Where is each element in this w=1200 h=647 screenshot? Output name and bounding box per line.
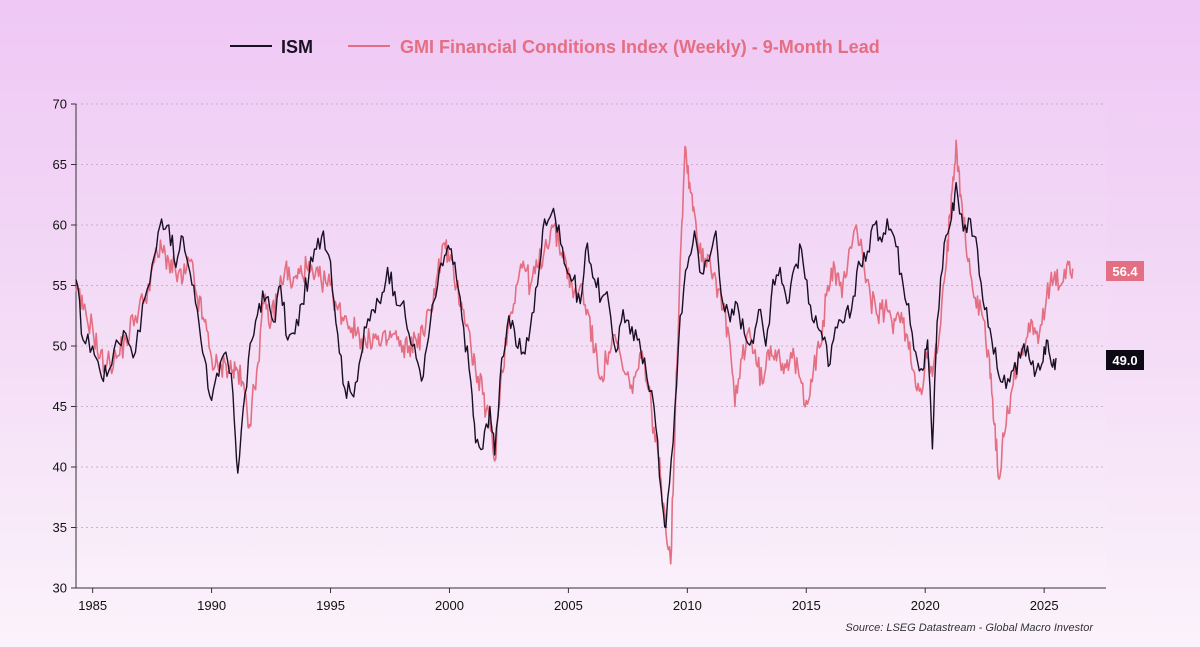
y-tick-label: 50	[53, 339, 67, 354]
y-tick-label: 40	[53, 460, 67, 475]
x-tick-label: 2025	[1030, 598, 1059, 613]
y-tick-label: 35	[53, 520, 67, 535]
y-tick-label: 70	[53, 97, 67, 112]
x-tick-label: 1990	[197, 598, 226, 613]
x-tick-label: 1985	[78, 598, 107, 613]
y-tick-label: 60	[53, 218, 67, 233]
value-badge-ism: 49.0	[1106, 350, 1144, 370]
y-tick-label: 65	[53, 157, 67, 172]
legend-ism-label: ISM	[281, 37, 313, 57]
gridlines	[76, 103, 1106, 528]
x-tick-label: 1995	[316, 598, 345, 613]
x-tick-label: 2000	[435, 598, 464, 613]
y-tick-label: 45	[53, 399, 67, 414]
series-line-gmi	[75, 139, 1074, 565]
value-badge-gmi: 56.4	[1106, 261, 1144, 281]
x-tick-label: 2010	[673, 598, 702, 613]
y-tick-label: 55	[53, 278, 67, 293]
series-line-ism	[75, 181, 1057, 529]
value-badge-ism-text: 49.0	[1112, 353, 1137, 368]
legend: ISM GMI Financial Conditions Index (Week…	[230, 37, 880, 57]
x-tick-label: 2020	[911, 598, 940, 613]
x-axis-ticks: 1985 1990 1995 2000 2005 2010 2015 2020 2025	[78, 588, 1059, 613]
value-badge-gmi-text: 56.4	[1112, 264, 1138, 279]
x-tick-label: 2015	[792, 598, 821, 613]
y-axis-ticks: 30 35 40 45 50 55 60 65 70	[53, 97, 76, 596]
plot-area: 30 35 40 45 50 55 60 65 70 1985 1990 1995 2000 2005 2…	[53, 97, 1106, 613]
x-tick-label: 2005	[554, 598, 583, 613]
legend-gmi-label: GMI Financial Conditions Index (Weekly) …	[400, 37, 880, 57]
y-tick-label: 30	[53, 581, 67, 596]
source-note: Source: LSEG Datastream - Global Macro I…	[845, 622, 1094, 634]
